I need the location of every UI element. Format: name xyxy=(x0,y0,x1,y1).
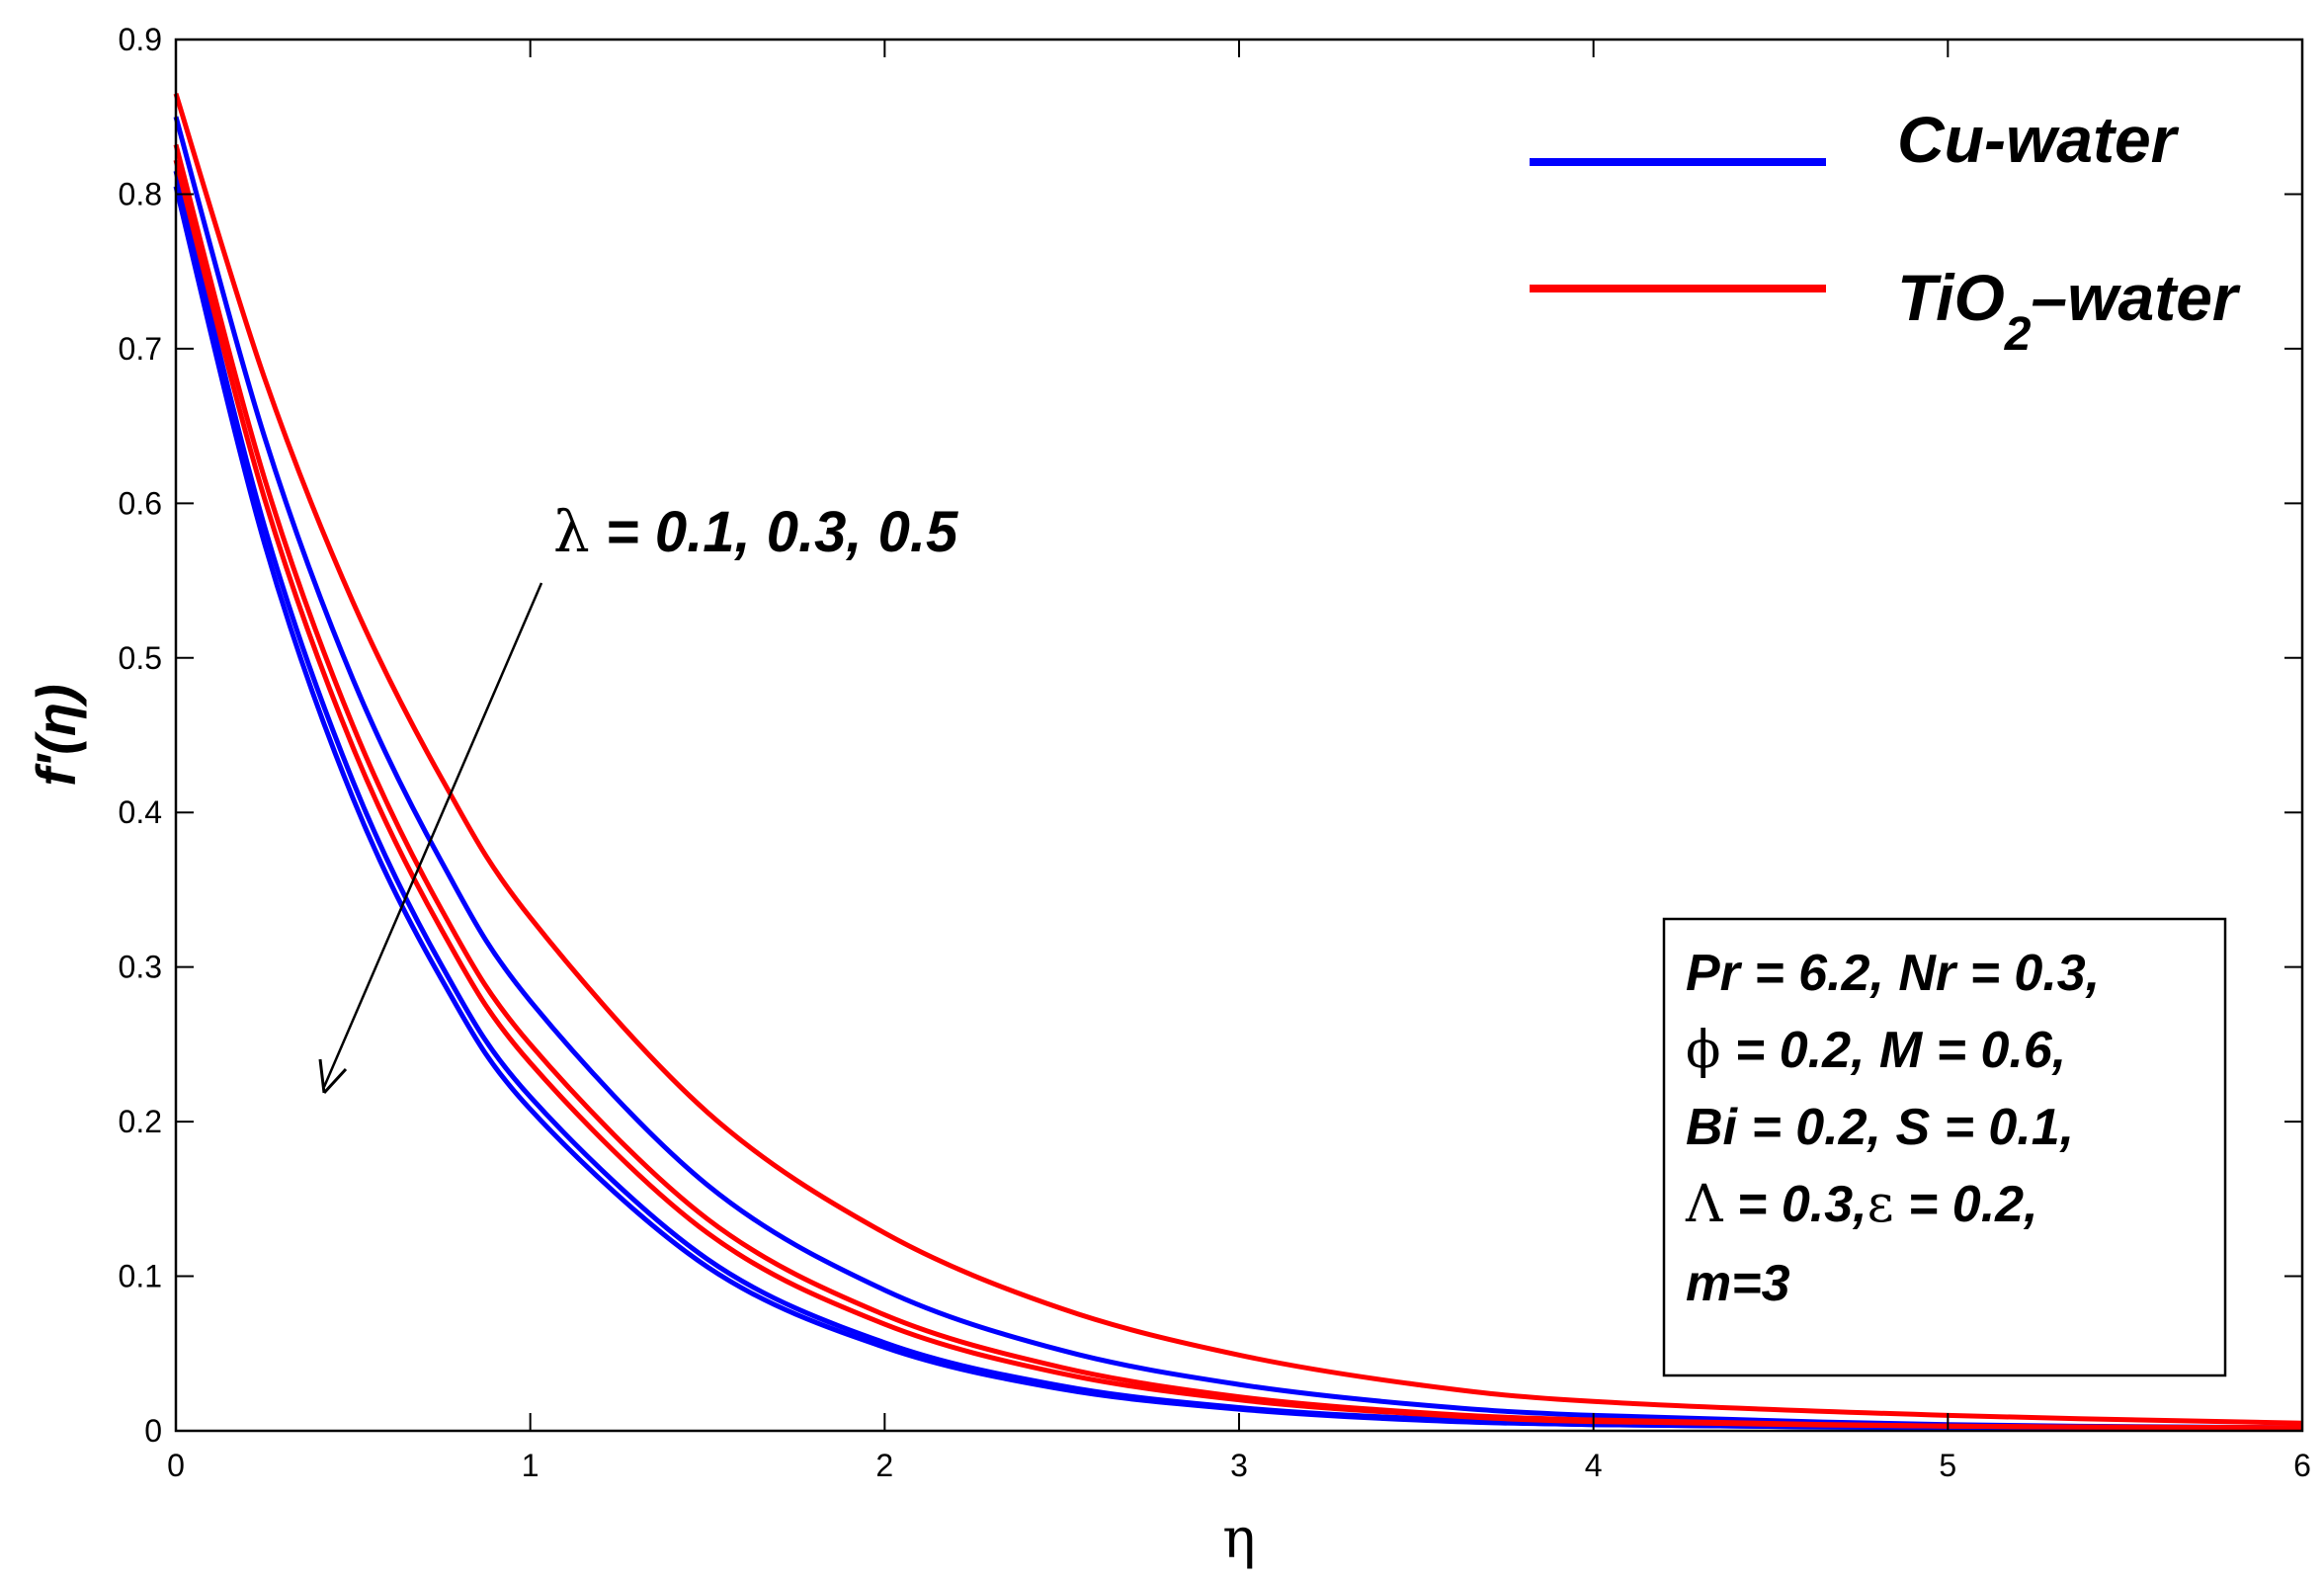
x-tick-label: 0 xyxy=(167,1448,185,1483)
legend-label-tio2-water: TiO2–water xyxy=(1897,261,2241,361)
y-tick-label: 0.2 xyxy=(119,1104,162,1139)
param-line-4-text-a: = 0.3, xyxy=(1723,1176,1868,1233)
y-tick-label: 0.1 xyxy=(119,1259,162,1294)
lambda-symbol: λ xyxy=(553,498,590,565)
param-line-5: m=3 xyxy=(1686,1255,1790,1312)
legend-label-tio2-suffix: –water xyxy=(2032,261,2241,334)
param-line-2: ϕ = 0.2, M = 0.6, xyxy=(1686,1021,2066,1080)
x-tick-label: 2 xyxy=(875,1448,893,1483)
param-line-4: Λ = 0.3,ε = 0.2, xyxy=(1685,1175,2038,1234)
param-line-1: Pr = 6.2, Nr = 0.3, xyxy=(1686,945,2100,1002)
x-tick-label: 6 xyxy=(2293,1448,2311,1483)
param-line-4-text-b: = 0.2, xyxy=(1894,1176,2038,1233)
lambda-annotation: λ = 0.1, 0.3, 0.5 xyxy=(553,498,958,565)
y-tick-label: 0.8 xyxy=(119,176,162,211)
y-axis-label: f'(η) xyxy=(25,684,87,786)
series-line-cu-water-1 xyxy=(173,116,2303,1431)
lambda-arrow-head xyxy=(318,1058,348,1095)
y-tick-label: 0.6 xyxy=(119,485,162,521)
y-axis-ticks: 0 0.1 0.2 0.3 0.4 0.5 0.6 0.7 0.8 0.9 xyxy=(119,22,2302,1449)
y-tick-label: 0.9 xyxy=(119,22,162,57)
param-line-3: Bi = 0.2, S = 0.1, xyxy=(1686,1099,2074,1156)
param-line-2-text: = 0.2, M = 0.6, xyxy=(1720,1022,2066,1079)
y-tick-label: 0.3 xyxy=(119,950,162,985)
epsilon-symbol: ε xyxy=(1868,1175,1894,1234)
x-tick-label: 5 xyxy=(1939,1448,1956,1483)
x-tick-label: 3 xyxy=(1230,1448,1248,1483)
series-line-tio2-water-3 xyxy=(173,159,2303,1431)
parameter-box xyxy=(1662,917,2227,1377)
x-axis-label: η xyxy=(1222,1507,1256,1571)
capital-lambda-symbol: Λ xyxy=(1685,1175,1724,1234)
legend-label-cu-water: Cu-water xyxy=(1897,103,2180,176)
series-line-tio2-water-1 xyxy=(173,93,2303,1426)
x-axis-ticks: 0 1 2 3 4 5 6 xyxy=(167,40,2311,1483)
lambda-values: = 0.1, 0.3, 0.5 xyxy=(590,500,958,564)
y-tick-label: 0.5 xyxy=(119,640,162,676)
legend-label-tio2-sub: 2 xyxy=(2004,308,2032,361)
x-tick-label: 1 xyxy=(522,1448,540,1483)
curve-layer xyxy=(173,93,2303,1432)
y-tick-label: 0.4 xyxy=(119,794,162,830)
y-tick-label: 0 xyxy=(144,1413,162,1449)
x-tick-label: 4 xyxy=(1585,1448,1603,1483)
phi-symbol: ϕ xyxy=(1686,1021,1720,1080)
legend-label-tio2-base: TiO xyxy=(1897,261,2005,334)
series-line-cu-water-3 xyxy=(173,186,2303,1432)
lambda-arrow xyxy=(322,582,543,1088)
y-tick-label: 0.7 xyxy=(119,331,162,367)
